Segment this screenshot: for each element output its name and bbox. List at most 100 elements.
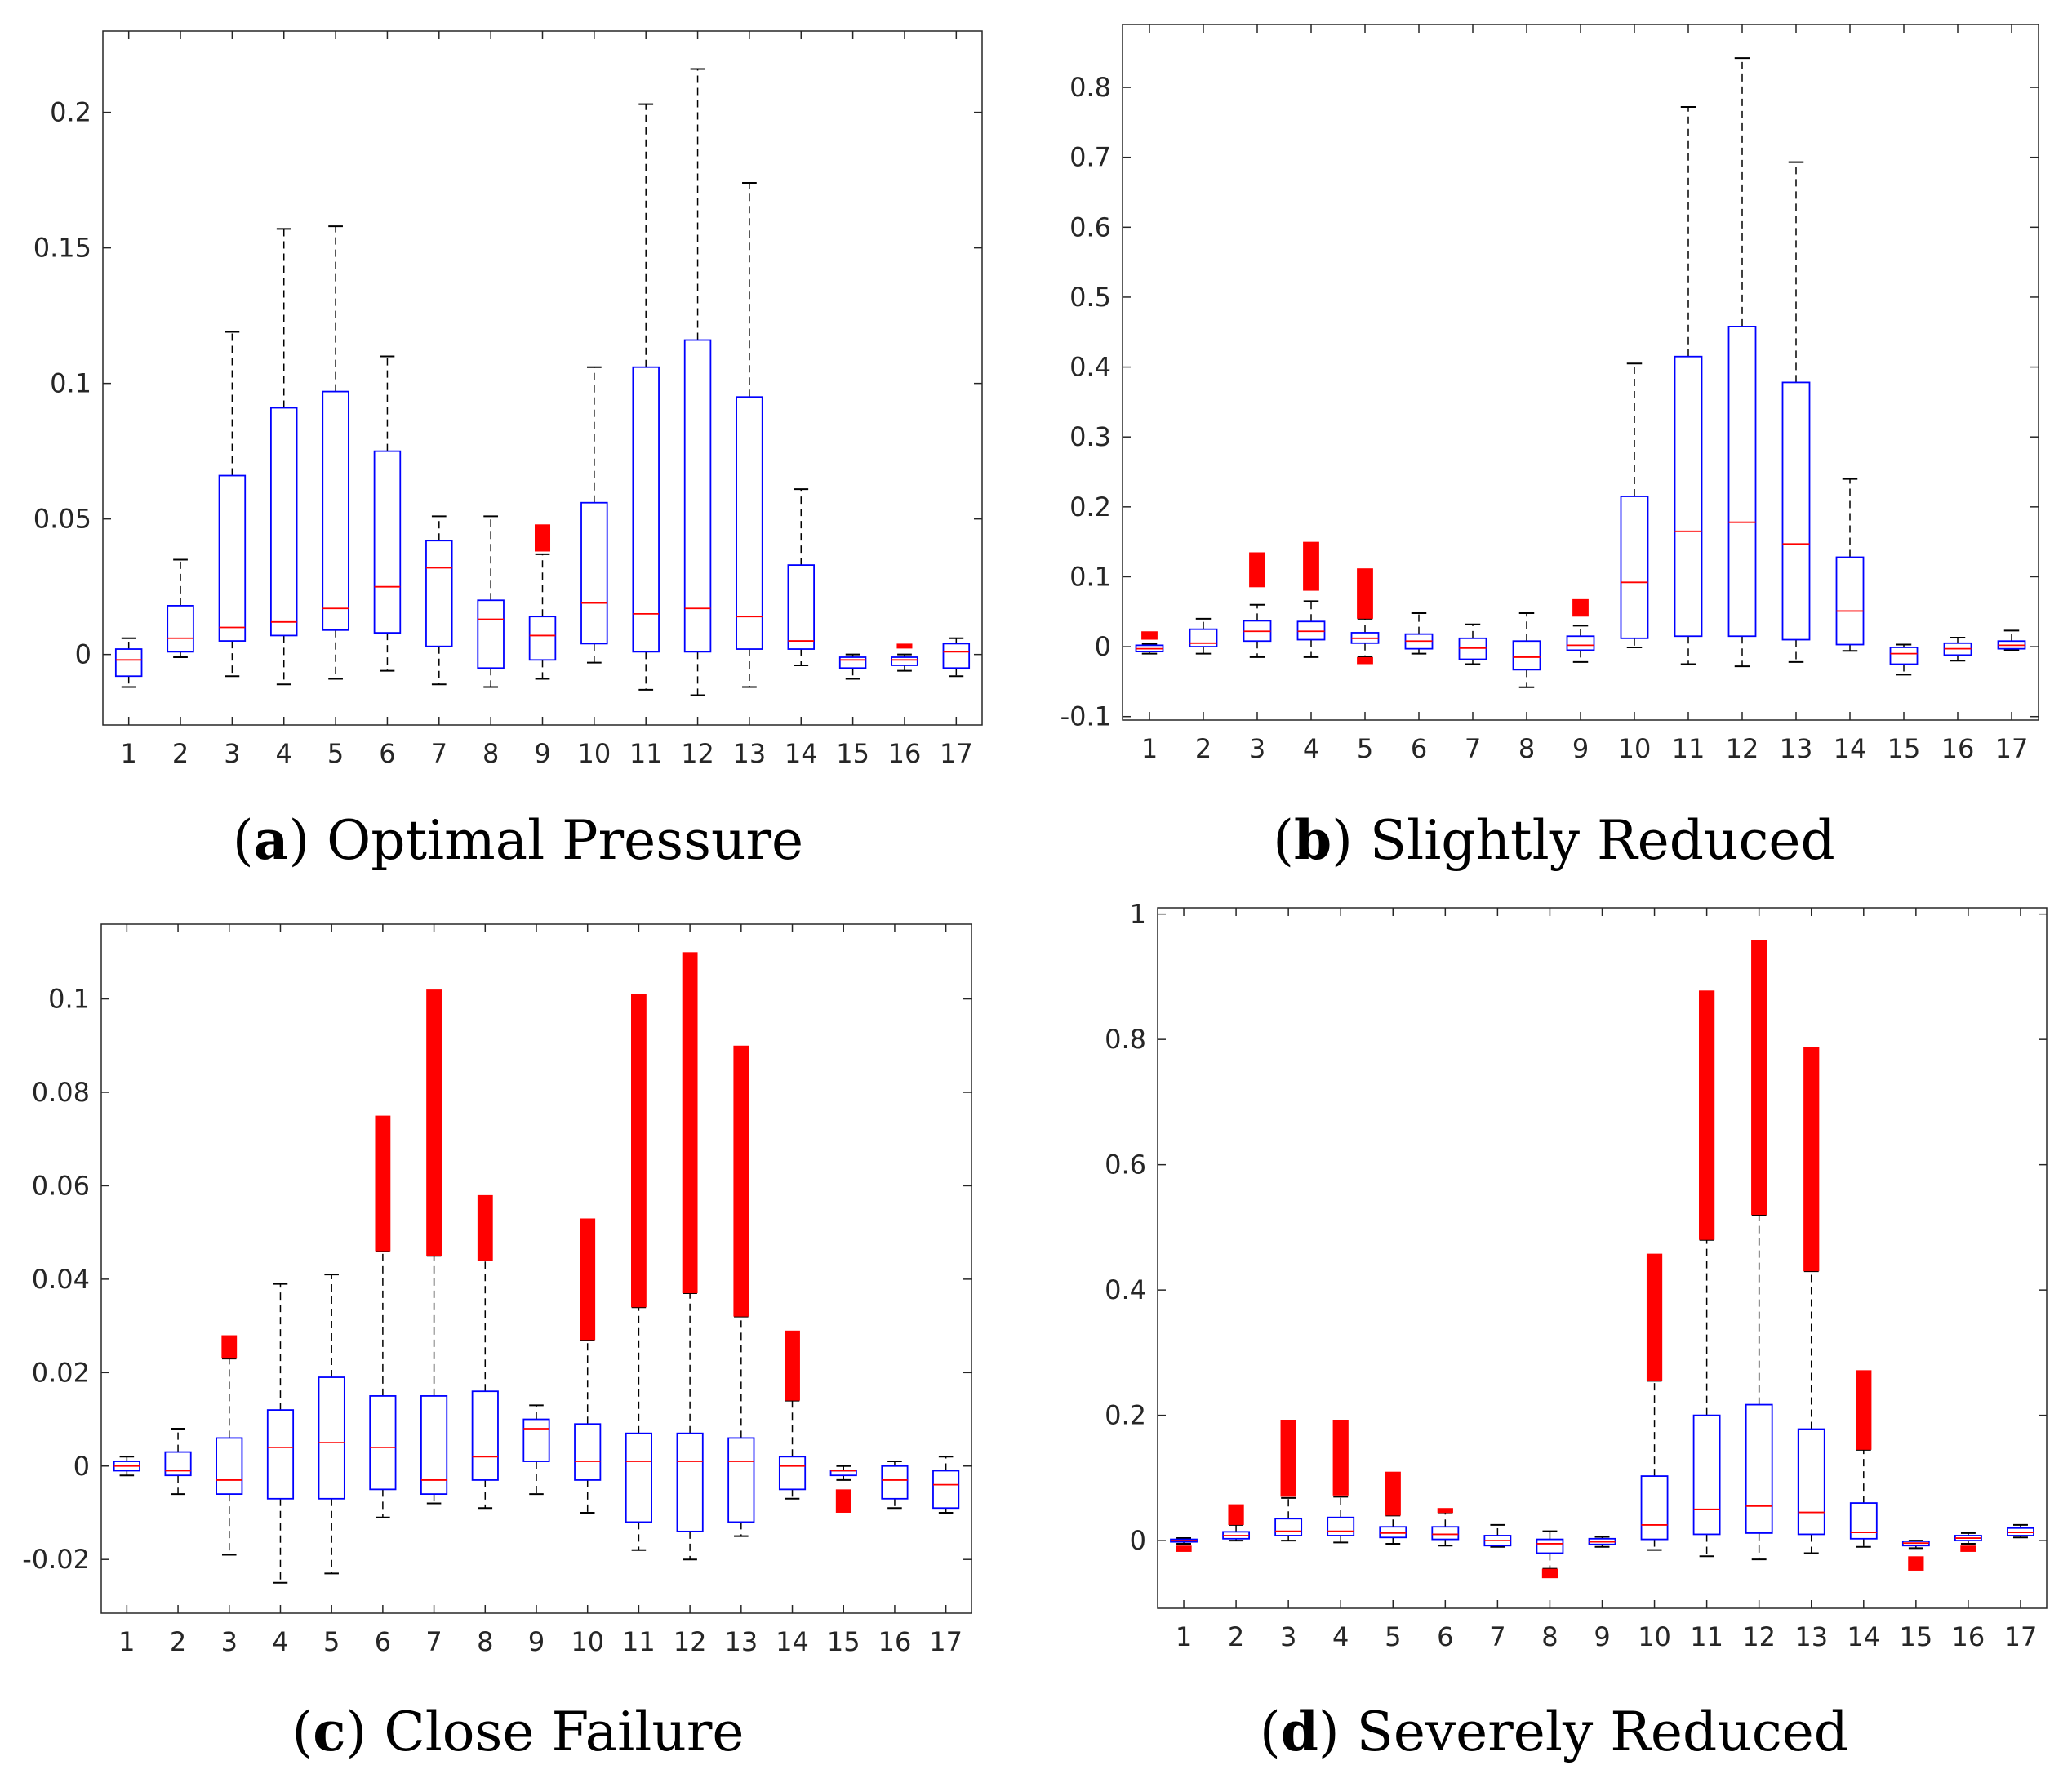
box-15 bbox=[838, 653, 867, 680]
box-8 bbox=[471, 1259, 499, 1510]
box-7 bbox=[420, 1255, 448, 1505]
y-tick-label: 0 bbox=[1130, 1525, 1146, 1556]
iqr-box bbox=[727, 1437, 755, 1523]
plot-frame bbox=[1157, 907, 2048, 1609]
y-tick-label: 0.06 bbox=[32, 1170, 90, 1201]
outlier-cluster-12 bbox=[1751, 940, 1767, 1216]
iqr-box bbox=[218, 474, 247, 642]
x-tick-label: 8 bbox=[1518, 733, 1535, 764]
box-12 bbox=[683, 68, 712, 696]
x-tick-label: 7 bbox=[431, 738, 447, 767]
outlier-cluster-6 bbox=[375, 1115, 391, 1252]
iqr-box bbox=[625, 1432, 652, 1523]
x-tick-label: 13 bbox=[1794, 1621, 1828, 1652]
outlier-cluster-9 bbox=[534, 524, 551, 552]
x-tick-label: 10 bbox=[571, 1626, 604, 1657]
y-tick-label: 0.05 bbox=[33, 504, 91, 535]
x-tick-label: 12 bbox=[1742, 1621, 1776, 1652]
box-1 bbox=[1135, 643, 1164, 655]
x-tick-label: 9 bbox=[1572, 733, 1589, 764]
y-tick-label: 0.2 bbox=[50, 97, 91, 128]
iqr-box bbox=[477, 599, 505, 669]
outlier-cluster-14 bbox=[1856, 1370, 1872, 1450]
iqr-box bbox=[1379, 1526, 1407, 1539]
x-tick-label: 2 bbox=[1228, 1621, 1244, 1652]
iqr-box bbox=[1566, 635, 1595, 651]
x-tick-label: 11 bbox=[629, 738, 663, 767]
box-5 bbox=[1379, 1514, 1407, 1545]
x-tick-label: 10 bbox=[577, 738, 611, 767]
iqr-box bbox=[1170, 1538, 1198, 1543]
x-tick-label: 16 bbox=[1941, 733, 1975, 764]
box-10 bbox=[574, 1339, 602, 1514]
box-14 bbox=[778, 1399, 807, 1500]
x-tick-label: 14 bbox=[1847, 1621, 1880, 1652]
x-tick-label: 13 bbox=[733, 738, 767, 767]
iqr-box bbox=[1674, 355, 1703, 638]
box-8 bbox=[1536, 1530, 1564, 1570]
y-tick-label: 0.1 bbox=[48, 984, 90, 1015]
iqr-box bbox=[632, 366, 660, 653]
x-tick-label: 10 bbox=[1638, 1621, 1671, 1652]
box-15 bbox=[1901, 1540, 1930, 1550]
iqr-box bbox=[942, 643, 971, 669]
x-tick-label: 2 bbox=[172, 738, 189, 767]
box-14 bbox=[787, 488, 816, 666]
box-17 bbox=[942, 637, 971, 678]
caption-c: (c) Close Failure bbox=[291, 1700, 745, 1763]
y-tick-label: -0.1 bbox=[1060, 701, 1111, 732]
iqr-box bbox=[1781, 381, 1811, 641]
y-tick-label: 0.8 bbox=[1105, 1024, 1146, 1055]
outlier-cluster-9 bbox=[1572, 598, 1589, 617]
box-4 bbox=[1327, 1496, 1355, 1544]
outlier-cluster-3 bbox=[1280, 1420, 1296, 1497]
box-1 bbox=[114, 637, 143, 688]
box-5 bbox=[318, 1274, 345, 1575]
caption-text: Optimal Pressure bbox=[327, 809, 804, 872]
iqr-box bbox=[266, 1409, 295, 1500]
x-tick-label: 6 bbox=[1437, 1621, 1453, 1652]
panel-a: 0 0.05 0.1 0.15 0.2 1 2 3 4 5 6 7 8 9 10 11 12 13 14 15 16 17… bbox=[0, 0, 1036, 892]
x-tick-label: 9 bbox=[528, 1626, 545, 1657]
outlier-cluster-3 bbox=[1249, 552, 1265, 588]
iqr-box bbox=[167, 605, 194, 653]
y-tick-label: 0.2 bbox=[1069, 491, 1111, 522]
iqr-box bbox=[471, 1390, 499, 1481]
box-11 bbox=[625, 1306, 652, 1551]
x-tick-label: 11 bbox=[622, 1626, 656, 1657]
x-tick-label: 11 bbox=[1672, 733, 1705, 764]
outlier-cluster-4 bbox=[1303, 541, 1319, 591]
box-10 bbox=[1640, 1380, 1669, 1551]
x-tick-label: 5 bbox=[323, 1626, 340, 1657]
x-tick-label: 12 bbox=[681, 738, 714, 767]
caption-text: Slightly Reduced bbox=[1369, 809, 1835, 872]
x-tick-label: 7 bbox=[425, 1626, 442, 1657]
iqr-box bbox=[1889, 647, 1919, 665]
box-12 bbox=[1727, 57, 1757, 668]
y-tick-label: 0.1 bbox=[50, 368, 91, 399]
box-7 bbox=[425, 515, 453, 686]
y-tick-label: 0.8 bbox=[1069, 72, 1111, 103]
outlier-cluster-4 bbox=[1332, 1420, 1349, 1496]
outlier-cluster-10 bbox=[1646, 1253, 1663, 1381]
outlier-cluster-5 bbox=[1385, 1471, 1401, 1516]
box-2 bbox=[167, 558, 194, 658]
box-3 bbox=[218, 331, 247, 678]
x-tick-label: 11 bbox=[1690, 1621, 1723, 1652]
x-tick-label: 17 bbox=[929, 1626, 963, 1657]
box-11 bbox=[1674, 106, 1703, 665]
x-tick-label: 15 bbox=[1887, 733, 1921, 764]
box-13 bbox=[1797, 1270, 1825, 1554]
caption-tag: c bbox=[313, 1700, 346, 1763]
box-16 bbox=[1954, 1532, 1982, 1545]
x-tick-label: 5 bbox=[327, 738, 344, 767]
iqr-box bbox=[676, 1432, 704, 1532]
iqr-box bbox=[1274, 1518, 1303, 1536]
box-14 bbox=[1849, 1448, 1878, 1548]
x-tick-label: 13 bbox=[724, 1626, 758, 1657]
x-tick-label: 1 bbox=[1176, 1621, 1192, 1652]
box-11 bbox=[1692, 1238, 1721, 1558]
y-tick-label: 0.6 bbox=[1105, 1149, 1146, 1181]
iqr-box bbox=[1835, 556, 1865, 646]
iqr-box bbox=[216, 1437, 243, 1495]
